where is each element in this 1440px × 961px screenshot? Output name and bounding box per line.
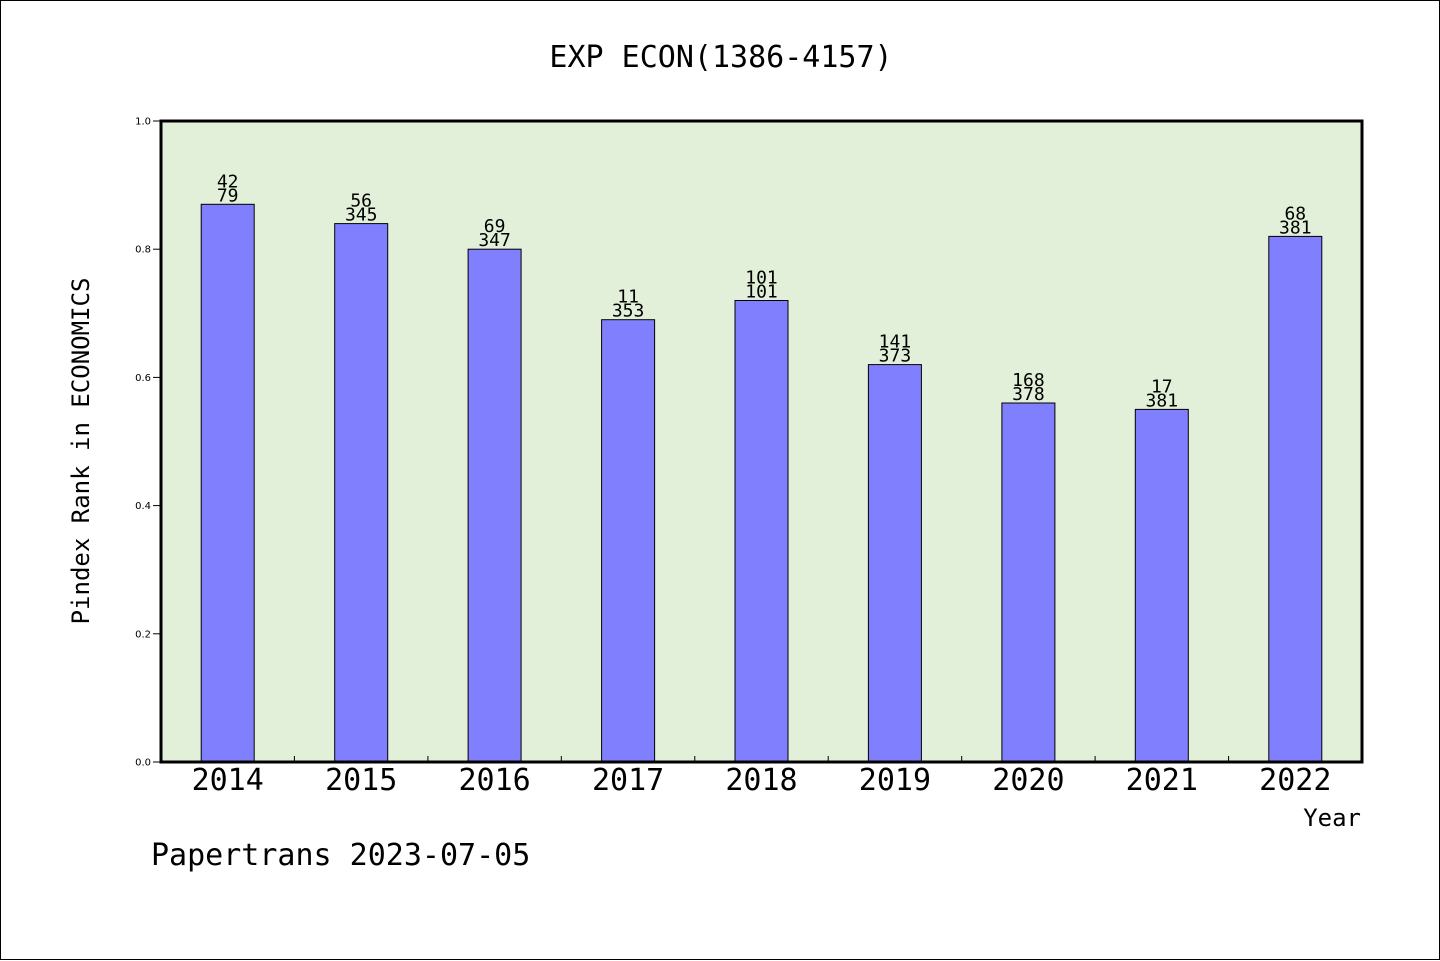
bar-2022: [1268, 235, 1323, 763]
bar-label-top-2019: 141: [879, 332, 912, 353]
x-tick-label-2014: 2014: [192, 763, 264, 798]
y-tick-label: 0.2: [135, 629, 151, 640]
bar-label-bottom-2018: 101: [745, 282, 778, 303]
bar-label-top-2018: 101: [745, 268, 778, 289]
x-tick-label-2022: 2022: [1259, 763, 1331, 798]
y-axis: 0.0 0.2 0.4 0.6 0.8 1.0: [135, 117, 161, 769]
bar-2014: [200, 203, 255, 763]
bar-label-bottom-2014: 79: [217, 185, 239, 206]
bar-label-bottom-2020: 378: [1012, 384, 1045, 405]
y-tick-label: 0.0: [135, 758, 151, 769]
bar-label-bottom-2019: 373: [879, 346, 912, 367]
x-tick-label-2017: 2017: [592, 763, 664, 798]
plot-border: [159, 119, 1364, 764]
bar-label-bottom-2022: 381: [1279, 217, 1312, 238]
bar-label-top-2022: 68: [1284, 203, 1306, 224]
y-axis-label: Pindex Rank in ECONOMICS: [67, 278, 95, 625]
bar-label-bottom-2017: 353: [612, 301, 645, 322]
bar-2017: [601, 319, 656, 763]
x-tick-label-2019: 2019: [859, 763, 931, 798]
x-axis-label: Year: [1303, 804, 1361, 832]
bar-2015: [334, 223, 389, 763]
y-tick-label: 0.6: [135, 373, 151, 384]
bar-2021: [1134, 408, 1189, 763]
bar-label-top-2021: 17: [1151, 376, 1173, 397]
bars-layer: [200, 203, 1323, 763]
bar-label-top-2016: 69: [484, 216, 506, 237]
x-axis: 2014 2015 2016 2017 2018 2019 2020 2021 2022: [192, 756, 1331, 798]
bar-2018: [734, 300, 789, 763]
y-tick-label: 0.8: [135, 245, 151, 256]
chart-title: EXP ECON(1386-4157): [549, 40, 892, 75]
x-tick-label-2015: 2015: [325, 763, 397, 798]
bar-label-top-2015: 56: [350, 191, 372, 212]
bar-label-bottom-2021: 381: [1146, 390, 1179, 411]
bar-2019: [867, 364, 922, 763]
bar-2020: [1001, 402, 1056, 763]
x-tick-label-2018: 2018: [725, 763, 797, 798]
x-tick-label-2021: 2021: [1126, 763, 1198, 798]
footer-text: Papertrans 2023-07-05: [151, 838, 530, 873]
bar-label-top-2020: 168: [1012, 370, 1045, 391]
x-tick-label-2016: 2016: [458, 763, 530, 798]
bar-label-bottom-2015: 345: [345, 205, 378, 226]
bar-2016: [467, 248, 522, 763]
bar-label-bottom-2016: 347: [478, 230, 511, 251]
y-tick-label: 0.4: [135, 501, 151, 512]
y-tick-label: 1.0: [135, 117, 151, 128]
bar-label-top-2014: 42: [217, 171, 239, 192]
bar-label-top-2017: 11: [617, 287, 639, 308]
x-tick-label-2020: 2020: [992, 763, 1064, 798]
